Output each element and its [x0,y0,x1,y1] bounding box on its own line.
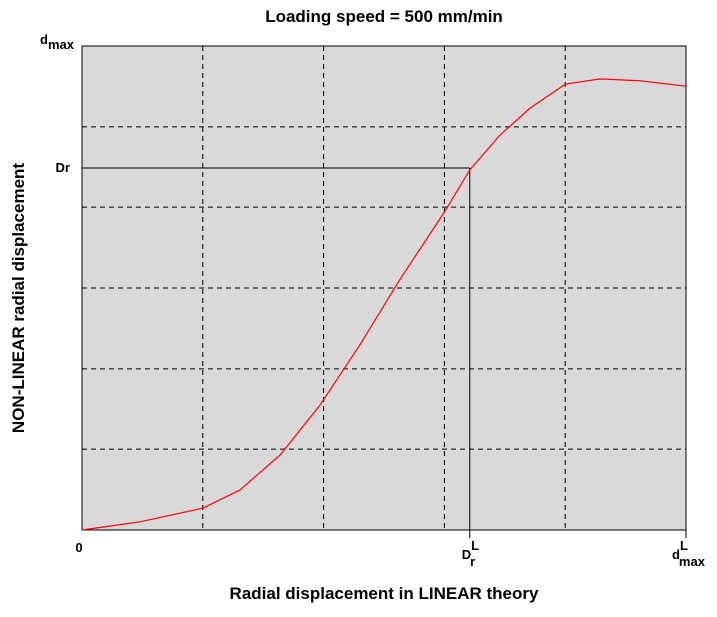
x-tick-label-sup: L [680,538,688,553]
y-tick-label-main: d [40,32,48,47]
x-tick-label-sub: r [470,554,475,569]
x-tick-label-sup: L [471,538,479,553]
x-tick-label: dL max [672,538,706,569]
x-axis-label: Radial displacement in LINEAR theory [230,584,539,603]
x-tick-label: 0 [75,540,82,555]
x-tick-label-main: D [462,547,471,562]
x-tick-label-main: d [672,547,680,562]
x-tick-label-sub: max [679,554,706,569]
y-tick-label-sub: max [48,37,75,52]
curve [81,78,687,531]
x-tick-label: DL r [462,538,479,569]
chart-title: Loading speed = 500 mm/min [265,7,503,26]
y-tick-label-main: Dr [56,160,70,175]
y-tick-label: dmax [40,32,75,52]
y-tick-label: Dr [56,160,70,175]
y-axis-label: NON-LINEAR radial displacement [9,163,28,434]
